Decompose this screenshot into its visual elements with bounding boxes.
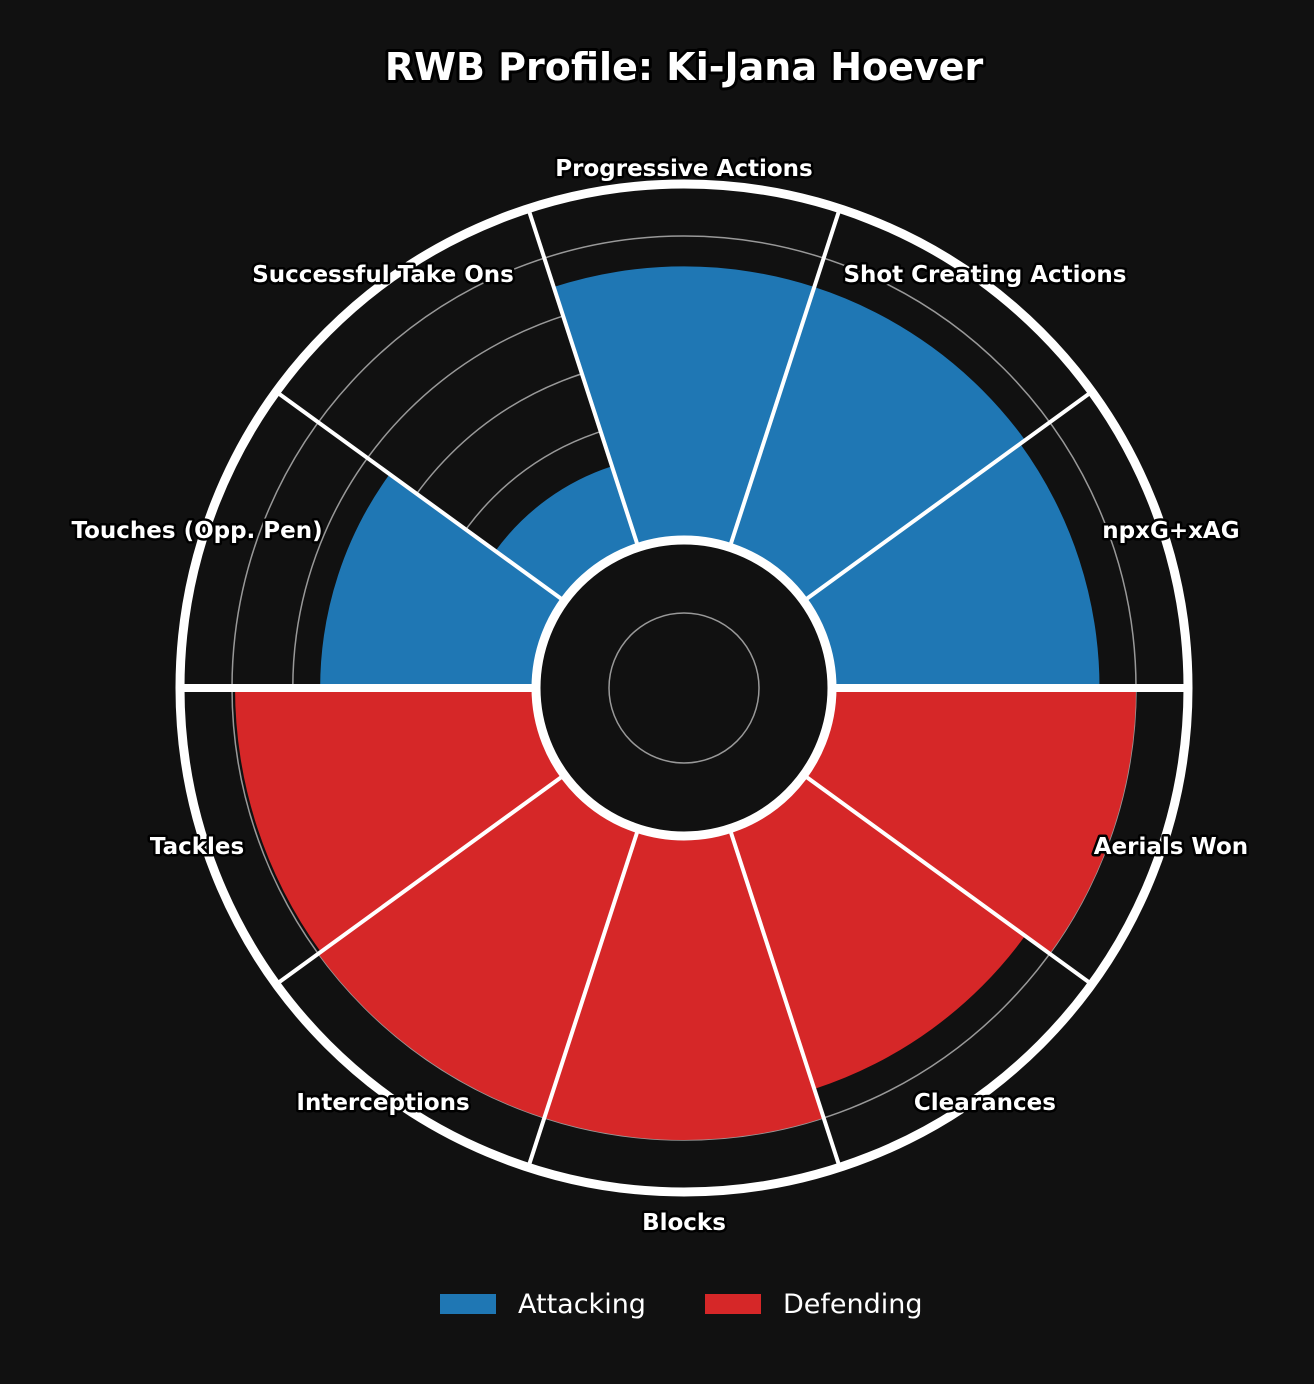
category-label: Clearances — [914, 1090, 1056, 1116]
legend-label-defending: Defending — [783, 1289, 923, 1320]
legend-swatch-attacking — [440, 1294, 496, 1314]
wedge-aerials-won — [803, 688, 1136, 954]
wedge-npxg-xag — [803, 443, 1100, 688]
legend: Attacking Defending — [440, 1289, 923, 1320]
spoke — [729, 208, 842, 545]
spoke — [275, 775, 563, 986]
category-label: Touches (Opp. Pen) — [71, 518, 322, 544]
outer-frame — [175, 179, 1193, 1197]
category-label: npxG+xAG — [1102, 518, 1239, 544]
wedge-tackles — [235, 688, 565, 952]
wedge-interceptions — [318, 774, 639, 1118]
spoke — [275, 390, 563, 601]
wedge-clearances — [729, 774, 1026, 1089]
spoke — [526, 208, 639, 545]
spoke — [526, 831, 639, 1168]
category-label: Successful Take Ons — [252, 262, 514, 288]
center-grid-circle — [608, 612, 760, 764]
wedge-touches-opp-pen — [320, 474, 565, 688]
spoke — [805, 775, 1093, 986]
frame-layer — [175, 179, 1193, 1197]
wedge-progressive-actions — [553, 266, 815, 548]
category-label: Blocks — [642, 1210, 726, 1236]
category-label: Progressive Actions — [555, 156, 812, 182]
spoke — [805, 390, 1093, 601]
category-label: Shot Creating Actions — [843, 262, 1126, 288]
spoke — [729, 831, 842, 1168]
center-hole — [531, 535, 837, 841]
legend-label-attacking: Attacking — [518, 1289, 646, 1320]
legend-swatch-defending — [705, 1294, 761, 1314]
category-label: Tackles — [150, 834, 244, 860]
category-label: Aerials Won — [1094, 834, 1248, 860]
wedge-successful-take-ons — [495, 466, 639, 602]
wedge-shot-creating-actions — [729, 287, 1026, 602]
label-layer: npxG+xAG Shot Creating Actions Progressive… — [69, 154, 1251, 1239]
chart-title: RWB Profile: Ki-Jana Hoever — [385, 45, 984, 89]
category-label: Interceptions — [296, 1090, 469, 1116]
